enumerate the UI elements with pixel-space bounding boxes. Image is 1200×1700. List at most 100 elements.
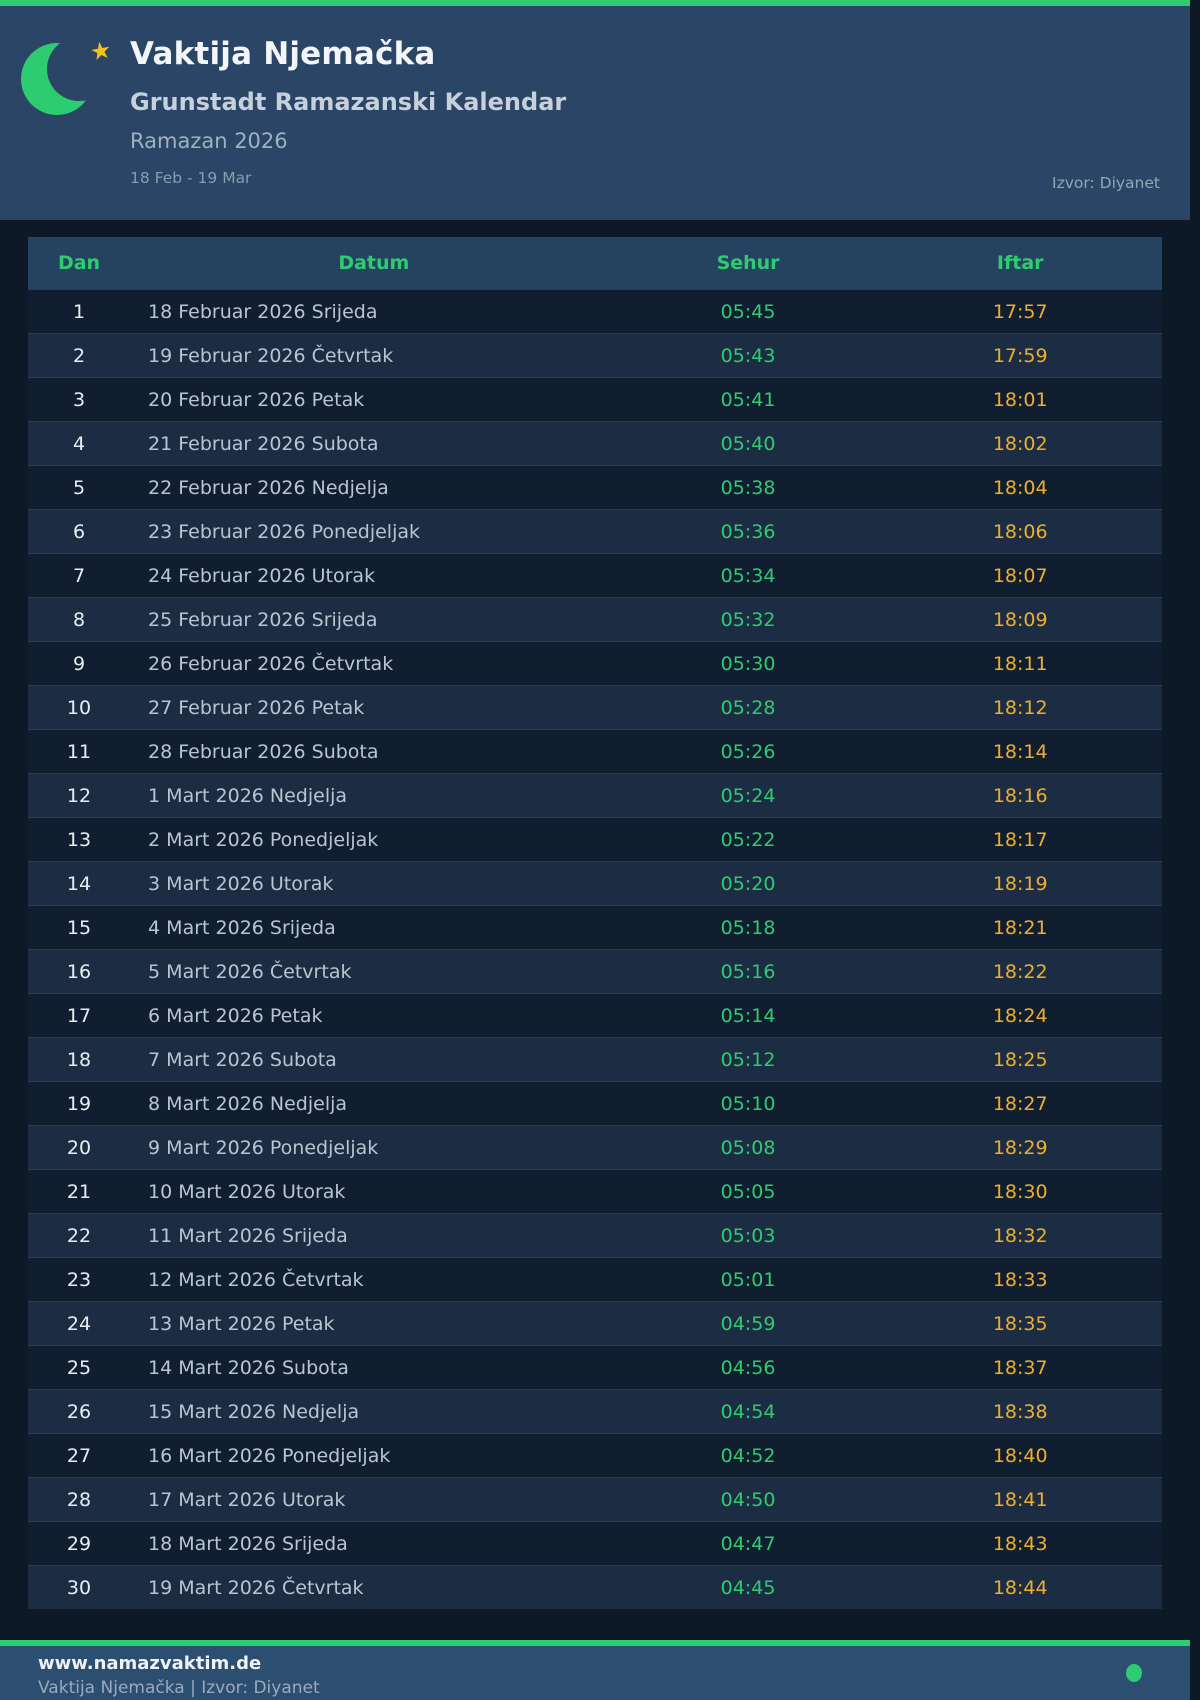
table-row: 26 15 Mart 2026 Nedjelja 04:54 18:38	[28, 1389, 1162, 1434]
footer-accent-line	[0, 1640, 1190, 1646]
cell-iftar: 17:57	[878, 289, 1162, 334]
source-label: Izvor: Diyanet	[1052, 174, 1160, 192]
cell-sehur: 05:36	[617, 509, 879, 554]
cell-iftar: 18:07	[878, 553, 1162, 598]
cell-datum: 18 Mart 2026 Srijeda	[130, 1521, 618, 1566]
cell-datum: 19 Februar 2026 Četvrtak	[130, 333, 618, 378]
cell-sehur: 05:10	[617, 1081, 879, 1126]
cell-datum: 19 Mart 2026 Četvrtak	[130, 1565, 618, 1609]
cell-dan: 29	[28, 1521, 131, 1566]
cell-datum: 12 Mart 2026 Četvrtak	[130, 1257, 618, 1302]
cell-dan: 18	[28, 1037, 131, 1082]
footer-tagline: Vaktija Njemačka | Izvor: Diyanet	[38, 1678, 320, 1698]
prayer-times-table: Dan Datum Sehur Iftar 1 18 Februar 2026 S…	[28, 237, 1162, 1609]
cell-datum: 25 Februar 2026 Srijeda	[130, 597, 618, 642]
cell-sehur: 05:34	[617, 553, 879, 598]
cell-dan: 1	[28, 289, 131, 334]
table-section: Dan Datum Sehur Iftar 1 18 Februar 2026 S…	[0, 220, 1190, 1609]
table-row: 23 12 Mart 2026 Četvrtak 05:01 18:33	[28, 1257, 1162, 1302]
cell-iftar: 18:29	[878, 1125, 1162, 1170]
cell-iftar: 18:41	[878, 1477, 1162, 1522]
table-row: 24 13 Mart 2026 Petak 04:59 18:35	[28, 1301, 1162, 1346]
cell-iftar: 18:21	[878, 905, 1162, 950]
cell-dan: 28	[28, 1477, 131, 1522]
cell-dan: 13	[28, 817, 131, 862]
cell-sehur: 05:32	[617, 597, 879, 642]
cell-iftar: 18:35	[878, 1301, 1162, 1346]
cell-sehur: 05:20	[617, 861, 879, 906]
cell-iftar: 18:44	[878, 1565, 1162, 1609]
cell-sehur: 05:28	[617, 685, 879, 730]
cell-iftar: 18:17	[878, 817, 1162, 862]
table-row: 12 1 Mart 2026 Nedjelja 05:24 18:16	[28, 773, 1162, 818]
cell-sehur: 05:30	[617, 641, 879, 686]
cell-dan: 6	[28, 509, 131, 554]
cell-datum: 4 Mart 2026 Srijeda	[130, 905, 618, 950]
prayer-table-body: 1 18 Februar 2026 Srijeda 05:45 17:57 2 19 Fe…	[28, 289, 1162, 1609]
table-row: 8 25 Februar 2026 Srijeda 05:32 18:09	[28, 597, 1162, 642]
table-row: 18 7 Mart 2026 Subota 05:12 18:25	[28, 1037, 1162, 1082]
cell-dan: 21	[28, 1169, 131, 1214]
cell-iftar: 18:11	[878, 641, 1162, 686]
cell-sehur: 04:45	[617, 1565, 879, 1609]
table-row: 2 19 Februar 2026 Četvrtak 05:43 17:59	[28, 333, 1162, 378]
cell-iftar: 18:30	[878, 1169, 1162, 1214]
cell-dan: 3	[28, 377, 131, 422]
table-row: 10 27 Februar 2026 Petak 05:28 18:12	[28, 685, 1162, 730]
status-dot-icon	[1126, 1664, 1142, 1682]
table-row: 30 19 Mart 2026 Četvrtak 04:45 18:44	[28, 1565, 1162, 1609]
cell-datum: 17 Mart 2026 Utorak	[130, 1477, 618, 1522]
header-row: Dan Datum Sehur Iftar	[28, 237, 1162, 290]
moon-cutout	[47, 37, 111, 101]
cell-iftar: 18:04	[878, 465, 1162, 510]
cell-sehur: 05:08	[617, 1125, 879, 1170]
table-row: 1 18 Februar 2026 Srijeda 05:45 17:57	[28, 289, 1162, 334]
table-row: 9 26 Februar 2026 Četvrtak 05:30 18:11	[28, 641, 1162, 686]
cell-sehur: 04:59	[617, 1301, 879, 1346]
footer: www.namazvaktim.de Vaktija Njemačka | Iz…	[0, 1646, 1190, 1700]
table-row: 19 8 Mart 2026 Nedjelja 05:10 18:27	[28, 1081, 1162, 1126]
cell-datum: 8 Mart 2026 Nedjelja	[130, 1081, 618, 1126]
cell-datum: 26 Februar 2026 Četvrtak	[130, 641, 618, 686]
cell-dan: 20	[28, 1125, 131, 1170]
cell-iftar: 18:22	[878, 949, 1162, 994]
table-row: 11 28 Februar 2026 Subota 05:26 18:14	[28, 729, 1162, 774]
cell-iftar: 18:25	[878, 1037, 1162, 1082]
cell-iftar: 18:24	[878, 993, 1162, 1038]
cell-datum: 14 Mart 2026 Subota	[130, 1345, 618, 1390]
table-row: 6 23 Februar 2026 Ponedjeljak 05:36 18:06	[28, 509, 1162, 554]
cell-iftar: 18:19	[878, 861, 1162, 906]
cell-iftar: 18:43	[878, 1521, 1162, 1566]
cell-sehur: 05:38	[617, 465, 879, 510]
table-row: 13 2 Mart 2026 Ponedjeljak 05:22 18:17	[28, 817, 1162, 862]
header: ★ Vaktija Njemačka Grunstadt Ramazanski …	[0, 6, 1190, 220]
cell-datum: 7 Mart 2026 Subota	[130, 1037, 618, 1082]
cell-datum: 11 Mart 2026 Srijeda	[130, 1213, 618, 1258]
cell-sehur: 05:03	[617, 1213, 879, 1258]
cell-datum: 3 Mart 2026 Utorak	[130, 861, 618, 906]
table-row: 16 5 Mart 2026 Četvrtak 05:16 18:22	[28, 949, 1162, 994]
cell-dan: 19	[28, 1081, 131, 1126]
table-row: 29 18 Mart 2026 Srijeda 04:47 18:43	[28, 1521, 1162, 1566]
col-header-sehur: Sehur	[617, 237, 879, 290]
cell-dan: 7	[28, 553, 131, 598]
cell-dan: 8	[28, 597, 131, 642]
cell-datum: 5 Mart 2026 Četvrtak	[130, 949, 618, 994]
cell-sehur: 05:22	[617, 817, 879, 862]
cell-datum: 13 Mart 2026 Petak	[130, 1301, 618, 1346]
cell-iftar: 18:14	[878, 729, 1162, 774]
prayer-table-head: Dan Datum Sehur Iftar	[28, 237, 1162, 290]
table-row: 4 21 Februar 2026 Subota 05:40 18:02	[28, 421, 1162, 466]
cell-dan: 12	[28, 773, 131, 818]
cell-datum: 28 Februar 2026 Subota	[130, 729, 618, 774]
cell-iftar: 18:38	[878, 1389, 1162, 1434]
cell-sehur: 04:50	[617, 1477, 879, 1522]
cell-datum: 22 Februar 2026 Nedjelja	[130, 465, 618, 510]
table-row: 21 10 Mart 2026 Utorak 05:05 18:30	[28, 1169, 1162, 1214]
cell-iftar: 18:06	[878, 509, 1162, 554]
cell-sehur: 05:24	[617, 773, 879, 818]
cell-dan: 15	[28, 905, 131, 950]
col-header-dan: Dan	[28, 237, 131, 290]
page-title: Grunstadt Ramazanski Kalendar	[130, 88, 567, 116]
header-text-block: Vaktija Njemačka Grunstadt Ramazanski Ka…	[0, 6, 1190, 187]
